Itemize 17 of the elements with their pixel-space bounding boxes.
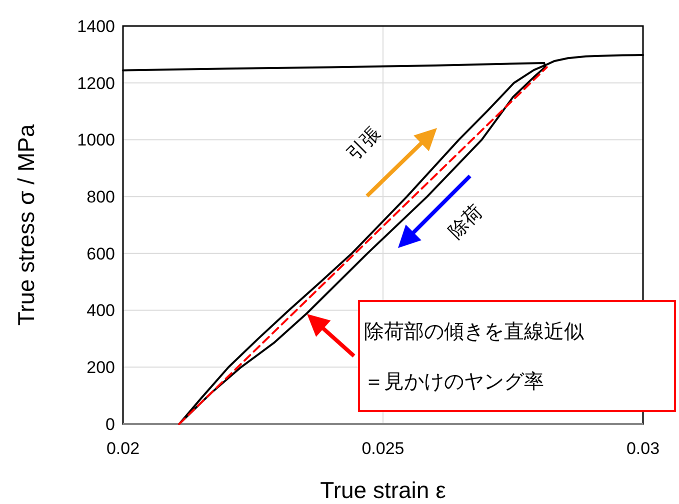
y-tick-label: 1000	[77, 130, 115, 150]
annotation: 除荷	[444, 200, 487, 243]
x-tick-label: 0.03	[626, 439, 660, 458]
annotation: 引張	[342, 122, 385, 165]
x-tick-label: 0.025	[362, 439, 404, 458]
y-tick-label: 400	[86, 301, 115, 320]
y-tick-label: 1400	[77, 16, 115, 36]
y-tick-label: 0	[106, 414, 115, 434]
y-tick-label: 200	[86, 358, 115, 378]
annotation: 除荷部の傾きを直線近似	[364, 319, 584, 343]
x-axis-title: True strain ε	[320, 477, 446, 503]
annotation: ＝見かけのヤング率	[364, 369, 544, 393]
y-tick-label: 800	[86, 188, 115, 207]
y-tick-label: 600	[86, 244, 115, 264]
x-tick-label: 0.02	[106, 439, 140, 458]
y-tick-label: 1200	[77, 74, 115, 93]
y-axis-title: True stress σ / MPa	[13, 124, 39, 326]
